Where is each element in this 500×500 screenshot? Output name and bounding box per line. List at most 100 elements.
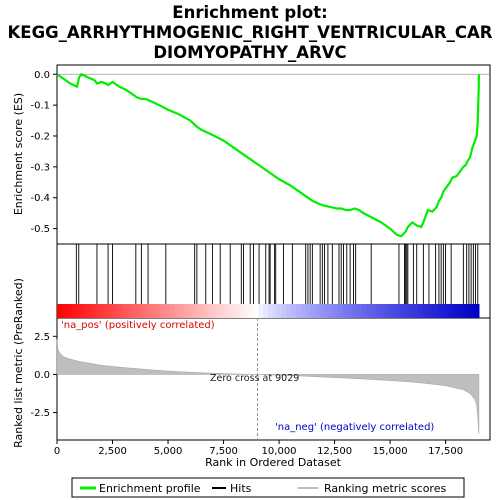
rank-strip-segment	[469, 304, 475, 318]
rank-strip-segment	[202, 304, 208, 318]
rank-strip-segment	[225, 304, 232, 318]
rank-strip-segment	[324, 304, 330, 318]
rank-strip-segment	[94, 304, 100, 318]
rank-strip-segment	[282, 304, 288, 318]
rank-strip-segment	[197, 304, 203, 318]
metric-x-tick-label: 15,000	[373, 446, 408, 457]
enrichment-plot-area	[56, 72, 490, 238]
rank-strip-segment	[380, 304, 386, 318]
rank-strip-segment	[464, 304, 471, 318]
rank-strip-segment	[89, 304, 96, 318]
rank-strip-segment	[66, 304, 72, 318]
metric-x-tick-label: 12,500	[317, 446, 352, 457]
rank-strip-segment	[357, 304, 363, 318]
rank-strip-segment	[436, 304, 442, 318]
es-y-tick-label: -0.2	[30, 131, 50, 142]
rank-strip-segment	[141, 304, 147, 318]
es-y-tick-label: -0.5	[30, 224, 50, 235]
rank-strip-segment	[108, 304, 114, 318]
es-y-tick-label: -0.3	[30, 162, 50, 173]
rank-strip-segment	[117, 304, 124, 318]
es-y-axis-label: Enrichment score (ES)	[12, 93, 25, 215]
rank-strip-segment	[375, 304, 382, 318]
rank-strip-segment	[319, 304, 325, 318]
metric-y-axis: 2.5 0.0 -2.5	[30, 332, 57, 419]
rank-strip-segment	[403, 304, 410, 318]
rank-strip-segment	[192, 304, 199, 318]
title-line-1: Enrichment plot:	[172, 3, 327, 22]
positive-correlation-label: 'na_pos' (positively correlated)	[61, 320, 215, 331]
rank-strip-segment	[338, 304, 344, 318]
rank-strip-segment	[216, 304, 222, 318]
rank-strip-segment	[57, 304, 63, 318]
rank-strip-segment	[455, 304, 461, 318]
metric-x-tick-label: 7,500	[209, 446, 238, 457]
rank-strip-segment	[253, 304, 260, 318]
legend-metric-label: Ranking metric scores	[324, 482, 446, 495]
es-y-tick-label: -0.4	[30, 193, 50, 204]
rank-strip-segment	[277, 304, 283, 318]
rank-strip-segment	[122, 304, 128, 318]
rank-strip-segment	[347, 304, 353, 318]
rank-strip-segment	[85, 304, 91, 318]
rank-strip-segment	[305, 304, 311, 318]
rank-strip-segment	[155, 304, 161, 318]
rank-strip-segment	[71, 304, 77, 318]
rank-strip-segment	[389, 304, 396, 318]
rank-strip-segment	[188, 304, 194, 318]
rank-strip-segment	[61, 304, 67, 318]
rank-strip-segment	[113, 304, 119, 318]
rank-strip-segment	[417, 304, 424, 318]
rank-strip-segment	[267, 304, 274, 318]
es-y-axis: 0.0 -0.1 -0.2 -0.3 -0.4 -0.5	[30, 70, 57, 235]
rank-strip-segment	[235, 304, 241, 318]
rank-strip-segment	[263, 304, 269, 318]
rank-strip-segment	[75, 304, 82, 318]
hit-markers	[75, 244, 479, 304]
rank-strip-segment	[146, 304, 152, 318]
rank-strip-segment	[286, 304, 292, 318]
rank-strip-segment	[221, 304, 227, 318]
rank-strip-segment	[249, 304, 255, 318]
rank-strip-segment	[296, 304, 302, 318]
legend-hits-label: Hits	[230, 482, 252, 495]
rank-strip-segment	[211, 304, 217, 318]
rank-strip-segment	[164, 304, 171, 318]
rank-color-strip	[57, 304, 480, 318]
rank-strip-segment	[150, 304, 157, 318]
metric-y-axis-label: Ranked list metric (PreRanked)	[12, 278, 25, 448]
rank-strip-segment	[399, 304, 405, 318]
rank-strip-segment	[371, 304, 377, 318]
rank-strip-segment	[422, 304, 428, 318]
ranked-metric-area	[56, 339, 480, 434]
rank-strip-segment	[328, 304, 335, 318]
rank-strip-segment	[446, 304, 452, 318]
rank-strip-segment	[291, 304, 297, 318]
metric-x-tick-label: 17,500	[428, 446, 463, 457]
rank-strip-segment	[427, 304, 433, 318]
rank-strip-segment	[394, 304, 400, 318]
rank-strip-segment	[183, 304, 189, 318]
metric-x-tick-label: 5,000	[154, 446, 183, 457]
rank-strip-segment	[300, 304, 307, 318]
metric-y-tick-label: -2.5	[30, 408, 50, 419]
rank-strip-segment	[441, 304, 447, 318]
rank-strip-segment	[244, 304, 250, 318]
rank-strip-segment	[450, 304, 457, 318]
rank-strip-segment	[239, 304, 246, 318]
rank-strip-segment	[474, 304, 480, 318]
metric-x-tick-label: 2,500	[98, 446, 127, 457]
rank-strip-segment	[333, 304, 339, 318]
rank-strip-segment	[174, 304, 180, 318]
enrichment-panel-frame	[56, 64, 491, 245]
metric-x-axis-label: Rank in Ordered Dataset	[205, 456, 342, 469]
metric-y-tick-label: 2.5	[34, 332, 50, 343]
legend-enrichment-label: Enrichment profile	[99, 482, 201, 495]
rank-strip-segment	[361, 304, 367, 318]
rank-strip-segment	[160, 304, 166, 318]
rank-strip-segment	[352, 304, 358, 318]
rank-strip-segment	[310, 304, 316, 318]
rank-strip-segment	[272, 304, 278, 318]
rank-strip-segment	[207, 304, 213, 318]
